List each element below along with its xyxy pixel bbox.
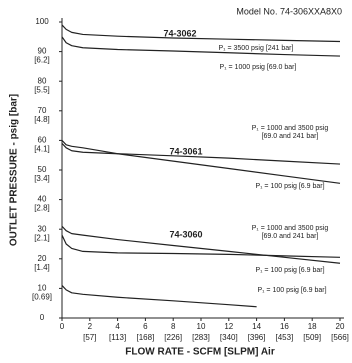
x-tick-label: 2	[88, 322, 93, 331]
y-tick-secondary: [2.8]	[34, 204, 50, 213]
series-label: P₁ = 100 psig [6.9 bar]	[255, 183, 324, 190]
y-tick-label: 10	[38, 284, 47, 293]
y-tick-label: 40	[38, 195, 47, 204]
y-tick-label: 50	[38, 165, 47, 174]
series-label-line: P₁ = 1000 and 3500 psig	[252, 225, 329, 232]
x-tick-secondary: [226]	[164, 333, 182, 342]
x-axis-label: FLOW RATE - SCFM [SLPM] Air	[125, 347, 275, 358]
x-tick-label: 20	[336, 322, 345, 331]
group-label: 74-3062	[163, 28, 196, 38]
x-tick-secondary: [168]	[137, 333, 155, 342]
x-tick-secondary: [283]	[192, 333, 210, 342]
y-tick-secondary: [4.1]	[34, 145, 50, 154]
x-tick-label: 6	[143, 322, 148, 331]
y-tick-label: 70	[38, 106, 47, 115]
y-tick-secondary: [5.5]	[34, 85, 50, 94]
x-tick-secondary: [453]	[276, 333, 294, 342]
y-tick-label: 100	[35, 17, 49, 26]
series-label-line: [69.0 and 241 bar]	[262, 233, 319, 240]
chart-title: Model No. 74-306XXA8X0	[236, 6, 342, 16]
x-tick-label: 8	[171, 322, 176, 331]
x-tick-label: 16	[280, 322, 289, 331]
x-tick-label: 10	[197, 322, 206, 331]
x-tick-secondary: [396]	[248, 333, 266, 342]
y-tick-secondary: [6.2]	[34, 56, 50, 65]
series-label-line: [69.0 and 241 bar]	[262, 133, 319, 140]
x-tick-label: 12	[224, 322, 233, 331]
y-tick-secondary: [1.4]	[34, 263, 50, 272]
y-tick-label: 60	[38, 136, 47, 145]
series-line	[61, 139, 341, 184]
x-tick-label: 0	[60, 322, 65, 331]
y-tick-label: 80	[38, 76, 47, 85]
x-tick-secondary: [340]	[220, 333, 238, 342]
x-tick-secondary: [57]	[83, 333, 96, 342]
x-tick-secondary: [509]	[303, 333, 321, 342]
series-label: P₁ = 100 psig [6.9 bar]	[255, 267, 324, 274]
series-line	[61, 36, 341, 57]
y-tick-label: 30	[38, 224, 47, 233]
series-label: P₁ = 100 psig [6.9 bar]	[257, 287, 326, 294]
x-tick-label: 14	[252, 322, 261, 331]
y-tick-secondary: [3.4]	[34, 174, 50, 183]
y-tick-secondary: [4.8]	[34, 115, 50, 124]
y-tick-label: 20	[38, 254, 47, 263]
series-label: P₁ = 1000 and 3500 psig [69.0 and 241 bar…	[252, 125, 329, 140]
series-line	[61, 285, 257, 308]
series-line	[61, 234, 341, 258]
y-tick-secondary: [2.1]	[34, 233, 50, 242]
series-label: P₁ = 3500 psig [241 bar]	[219, 45, 294, 52]
group-label: 74-3060	[169, 229, 202, 239]
x-tick-secondary: [566]	[331, 333, 349, 342]
x-tick-secondary: [113]	[109, 333, 126, 342]
x-tick-label: 4	[115, 322, 120, 331]
y-tick-label: 0	[40, 313, 45, 322]
series-label: P₁ = 1000 and 3500 psig [69.0 and 241 bar…	[252, 225, 329, 240]
x-tick-label: 18	[308, 322, 317, 331]
y-tick-secondary: [0.69]	[32, 293, 52, 302]
group-label: 74-3061	[169, 146, 202, 156]
series-line	[61, 24, 341, 43]
y-axis-label: OUTLET PRESSURE - psig [bar]	[9, 94, 20, 246]
series-label-line: P₁ = 1000 and 3500 psig	[252, 125, 329, 132]
series-label: P₁ = 1000 psig [69.0 bar]	[220, 64, 297, 71]
y-tick-label: 90	[38, 47, 47, 56]
